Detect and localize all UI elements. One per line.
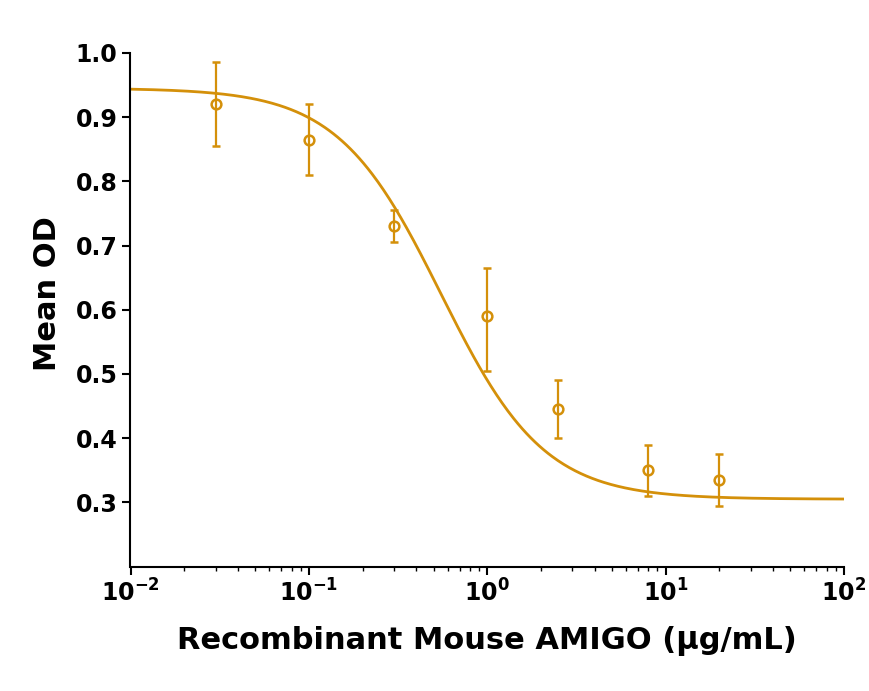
Y-axis label: Mean OD: Mean OD <box>32 216 62 371</box>
X-axis label: Recombinant Mouse AMIGO (μg/mL): Recombinant Mouse AMIGO (μg/mL) <box>177 627 796 656</box>
